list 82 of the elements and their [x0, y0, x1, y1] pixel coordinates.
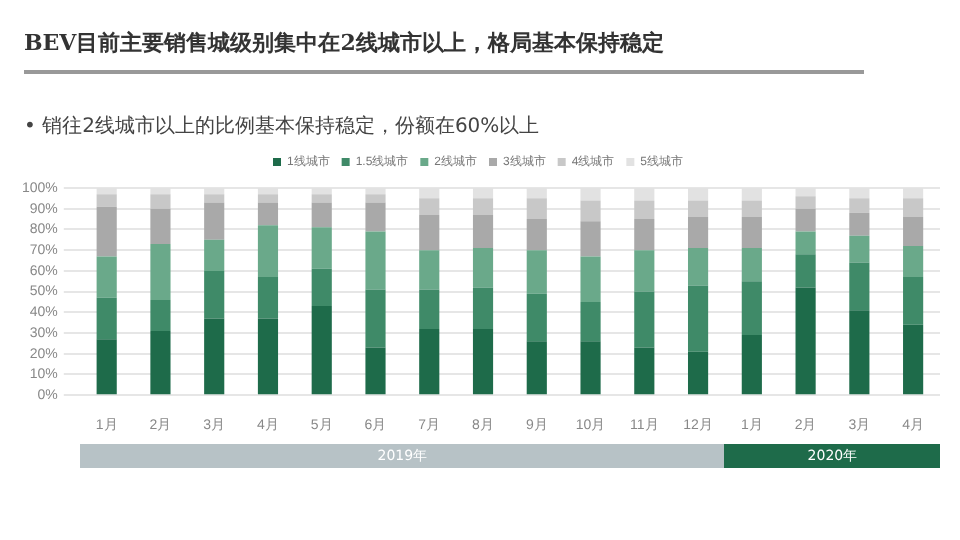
bar — [634, 347, 655, 395]
bar — [687, 248, 709, 286]
bar — [795, 208, 816, 232]
bar — [96, 297, 117, 340]
bar — [365, 347, 386, 395]
bar — [634, 291, 655, 348]
bar — [150, 299, 171, 331]
bar — [634, 250, 655, 292]
bar — [634, 219, 655, 251]
bar — [365, 231, 386, 290]
bar — [741, 248, 762, 282]
bar — [472, 198, 494, 215]
bar — [634, 200, 655, 220]
bar — [580, 221, 601, 257]
bar — [741, 335, 762, 395]
bar — [96, 194, 117, 207]
bar — [419, 198, 440, 215]
bar — [365, 289, 386, 348]
bar — [526, 250, 547, 294]
bar — [365, 202, 386, 232]
bar — [419, 250, 440, 290]
bar — [903, 217, 924, 247]
bar — [257, 202, 279, 226]
bar — [849, 235, 870, 263]
bar — [204, 270, 225, 319]
bar — [96, 206, 117, 257]
bar — [96, 256, 117, 298]
bar — [795, 287, 816, 395]
bar — [419, 328, 440, 395]
bar — [903, 246, 924, 278]
bar — [365, 194, 386, 203]
bar — [903, 198, 924, 218]
bar — [257, 194, 279, 203]
bar — [580, 301, 601, 342]
bar — [204, 202, 225, 240]
bar — [150, 243, 171, 300]
bar — [687, 351, 709, 395]
bar — [526, 293, 547, 342]
bar — [204, 239, 225, 271]
bar — [741, 200, 762, 218]
bar — [472, 328, 494, 395]
bar — [204, 194, 225, 203]
bar — [687, 285, 709, 352]
bar — [849, 198, 870, 213]
bar — [849, 310, 870, 395]
bar — [150, 208, 171, 244]
bar — [150, 194, 171, 209]
bar — [849, 212, 870, 236]
bar — [903, 277, 924, 325]
bar — [687, 200, 709, 218]
bar — [311, 202, 332, 228]
chart-title: BEV目前主要销售城级别集中在2线城市以上，格局基本保持稳定 — [24, 28, 864, 74]
bar — [526, 341, 547, 395]
bar — [795, 231, 816, 255]
bar — [204, 318, 225, 395]
bar — [580, 256, 601, 302]
bar — [687, 217, 709, 249]
bar — [580, 341, 601, 395]
bar — [795, 254, 816, 288]
bar — [311, 306, 332, 395]
bar — [96, 339, 117, 395]
bar — [903, 324, 924, 395]
bar — [257, 318, 279, 395]
bar — [741, 217, 762, 249]
bar — [795, 196, 816, 209]
bar — [150, 330, 171, 395]
chart-subtitle: • 销往2线城市以上的比例基本保持稳定，份额在60%以上 — [24, 113, 540, 140]
bar — [472, 214, 494, 249]
bar — [741, 281, 762, 336]
bar — [526, 198, 547, 220]
bar — [472, 287, 494, 329]
bar — [419, 214, 440, 251]
bar — [580, 200, 601, 222]
bar — [526, 219, 547, 251]
bar — [849, 262, 870, 311]
bar — [472, 248, 494, 288]
bar — [311, 268, 332, 307]
bar — [257, 277, 279, 319]
bar — [311, 194, 332, 203]
bar — [257, 225, 279, 278]
bar — [311, 227, 332, 269]
bar — [419, 289, 440, 329]
